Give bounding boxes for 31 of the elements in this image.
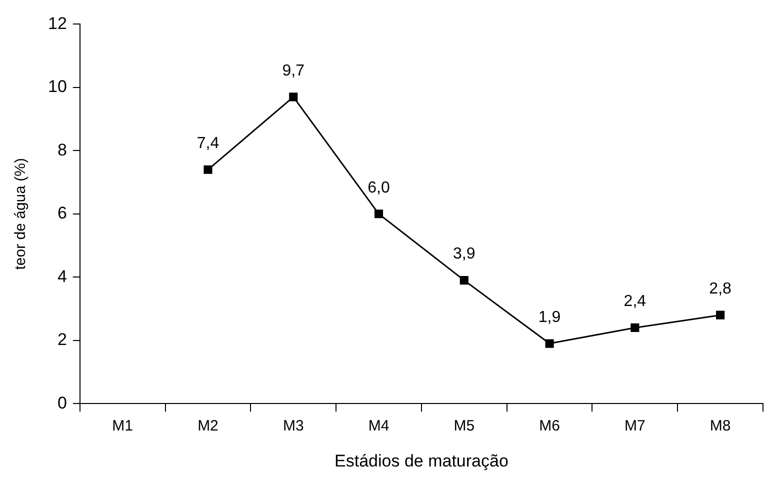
data-label: 7,4 xyxy=(196,135,220,152)
y-tick-label: 12 xyxy=(48,14,67,33)
data-label: 3,9 xyxy=(453,246,476,263)
y-tick-label: 2 xyxy=(57,330,67,350)
y-tick-label: 4 xyxy=(57,266,67,286)
y-tick-label: 6 xyxy=(57,204,67,223)
y-tick-label: 0 xyxy=(57,393,67,412)
x-tick-label: M7 xyxy=(624,418,646,435)
x-tick-label: M5 xyxy=(454,418,475,435)
point xyxy=(204,165,212,174)
x-tick-label: M2 xyxy=(198,418,218,435)
y-axis-title: teor de água (%) xyxy=(12,158,30,270)
y-tick-label: 8 xyxy=(57,140,67,160)
x-tick-label: M1 xyxy=(112,418,134,435)
point xyxy=(374,210,384,218)
x-tick-label: M4 xyxy=(368,418,390,435)
x-tick-label: M3 xyxy=(282,418,304,435)
x-axis-title: Estádios de maturação xyxy=(334,451,508,470)
data-label: 2,8 xyxy=(709,280,732,298)
point xyxy=(630,323,640,332)
data-label: 2,4 xyxy=(624,293,646,310)
point xyxy=(289,92,298,102)
x-tick-label: M8 xyxy=(710,418,731,435)
point xyxy=(716,310,725,320)
data-label: 9,7 xyxy=(282,62,305,80)
data-label: 6,0 xyxy=(368,179,390,196)
point xyxy=(460,276,468,285)
data-label: 1,9 xyxy=(538,308,561,326)
y-tick-label: 10 xyxy=(48,77,67,96)
x-tick-label: M6 xyxy=(539,418,560,435)
point xyxy=(545,339,554,348)
